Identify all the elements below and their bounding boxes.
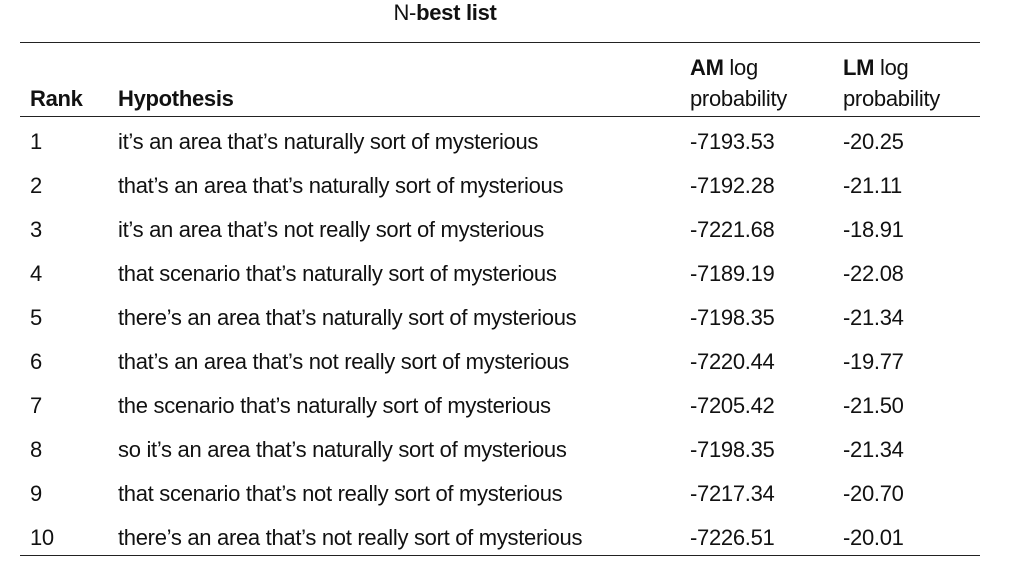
lm-log-probability-cell: -21.50 <box>843 393 904 418</box>
table-row: 7 the scenario that’s naturally sort of … <box>0 389 1012 433</box>
table-title-prefix: N- <box>393 0 417 25</box>
rank-cell: 1 <box>30 129 42 154</box>
hypothesis-cell: that’s an area that’s not really sort of… <box>118 349 570 374</box>
lm-log-probability-cell: -19.77 <box>843 349 904 374</box>
rank-cell: 10 <box>30 525 54 550</box>
lm-log-probability-cell: -21.11 <box>843 173 902 198</box>
hypothesis-cell: that’s an area that’s naturally sort of … <box>118 173 564 198</box>
header-am-rest: log <box>723 55 758 80</box>
table-row: 4 that scenario that’s naturally sort of… <box>0 257 1012 301</box>
table-row: 2 that’s an area that’s naturally sort o… <box>0 169 1012 213</box>
lm-log-probability-cell: -20.25 <box>843 129 904 154</box>
lm-log-probability-cell: -20.01 <box>843 525 904 550</box>
table-row: 10 there’s an area that’s not really sor… <box>0 521 1012 565</box>
header-am-log-probability: AM log probability <box>690 52 787 114</box>
am-log-probability-cell: -7220.44 <box>690 349 775 374</box>
lm-log-probability-cell: -20.70 <box>843 481 904 506</box>
am-log-probability-cell: -7192.28 <box>690 173 775 198</box>
am-log-probability-cell: -7221.68 <box>690 217 775 242</box>
rank-cell: 3 <box>30 217 42 242</box>
lm-log-probability-cell: -18.91 <box>843 217 904 242</box>
table-row: 5 there’s an area that’s naturally sort … <box>0 301 1012 345</box>
am-log-probability-cell: -7205.42 <box>690 393 775 418</box>
hypothesis-cell: so it’s an area that’s naturally sort of… <box>118 437 567 462</box>
header-lm-bold: LM <box>843 55 875 80</box>
table-row: 9 that scenario that’s not really sort o… <box>0 477 1012 521</box>
am-log-probability-cell: -7193.53 <box>690 129 775 154</box>
hypothesis-cell: it’s an area that’s not really sort of m… <box>118 217 544 242</box>
table-row: 3 it’s an area that’s not really sort of… <box>0 213 1012 257</box>
hypothesis-cell: that scenario that’s naturally sort of m… <box>118 261 557 286</box>
rank-cell: 2 <box>30 173 42 198</box>
header-am-line2: probability <box>690 86 787 111</box>
header-lm-log-probability: LM log probability <box>843 52 940 114</box>
table-title: N-best list <box>0 0 890 26</box>
header-am-bold: AM <box>690 55 724 80</box>
hypothesis-cell: the scenario that’s naturally sort of my… <box>118 393 551 418</box>
lm-log-probability-cell: -22.08 <box>843 261 904 286</box>
table-body: 1 it’s an area that’s naturally sort of … <box>0 125 1012 565</box>
lm-log-probability-cell: -21.34 <box>843 437 904 462</box>
bottom-rule <box>20 555 980 556</box>
header-rule <box>20 116 980 117</box>
hypothesis-cell: there’s an area that’s naturally sort of… <box>118 305 577 330</box>
lm-log-probability-cell: -21.34 <box>843 305 904 330</box>
am-log-probability-cell: -7198.35 <box>690 305 775 330</box>
top-rule <box>20 42 980 43</box>
am-log-probability-cell: -7226.51 <box>690 525 775 550</box>
rank-cell: 9 <box>30 481 42 506</box>
rank-cell: 6 <box>30 349 42 374</box>
hypothesis-cell: that scenario that’s not really sort of … <box>118 481 563 506</box>
rank-cell: 4 <box>30 261 42 286</box>
hypothesis-cell: it’s an area that’s naturally sort of my… <box>118 129 539 154</box>
table-row: 8 so it’s an area that’s naturally sort … <box>0 433 1012 477</box>
table-title-bold: best list <box>416 0 497 25</box>
table-row: 6 that’s an area that’s not really sort … <box>0 345 1012 389</box>
am-log-probability-cell: -7189.19 <box>690 261 775 286</box>
rank-cell: 8 <box>30 437 42 462</box>
header-rank: Rank <box>30 86 83 111</box>
rank-cell: 7 <box>30 393 42 418</box>
table-row: 1 it’s an area that’s naturally sort of … <box>0 125 1012 169</box>
header-lm-rest: log <box>874 55 909 80</box>
hypothesis-cell: there’s an area that’s not really sort o… <box>118 525 583 550</box>
header-lm-line2: probability <box>843 86 940 111</box>
am-log-probability-cell: -7217.34 <box>690 481 775 506</box>
am-log-probability-cell: -7198.35 <box>690 437 775 462</box>
rank-cell: 5 <box>30 305 42 330</box>
header-hypothesis: Hypothesis <box>118 86 234 111</box>
